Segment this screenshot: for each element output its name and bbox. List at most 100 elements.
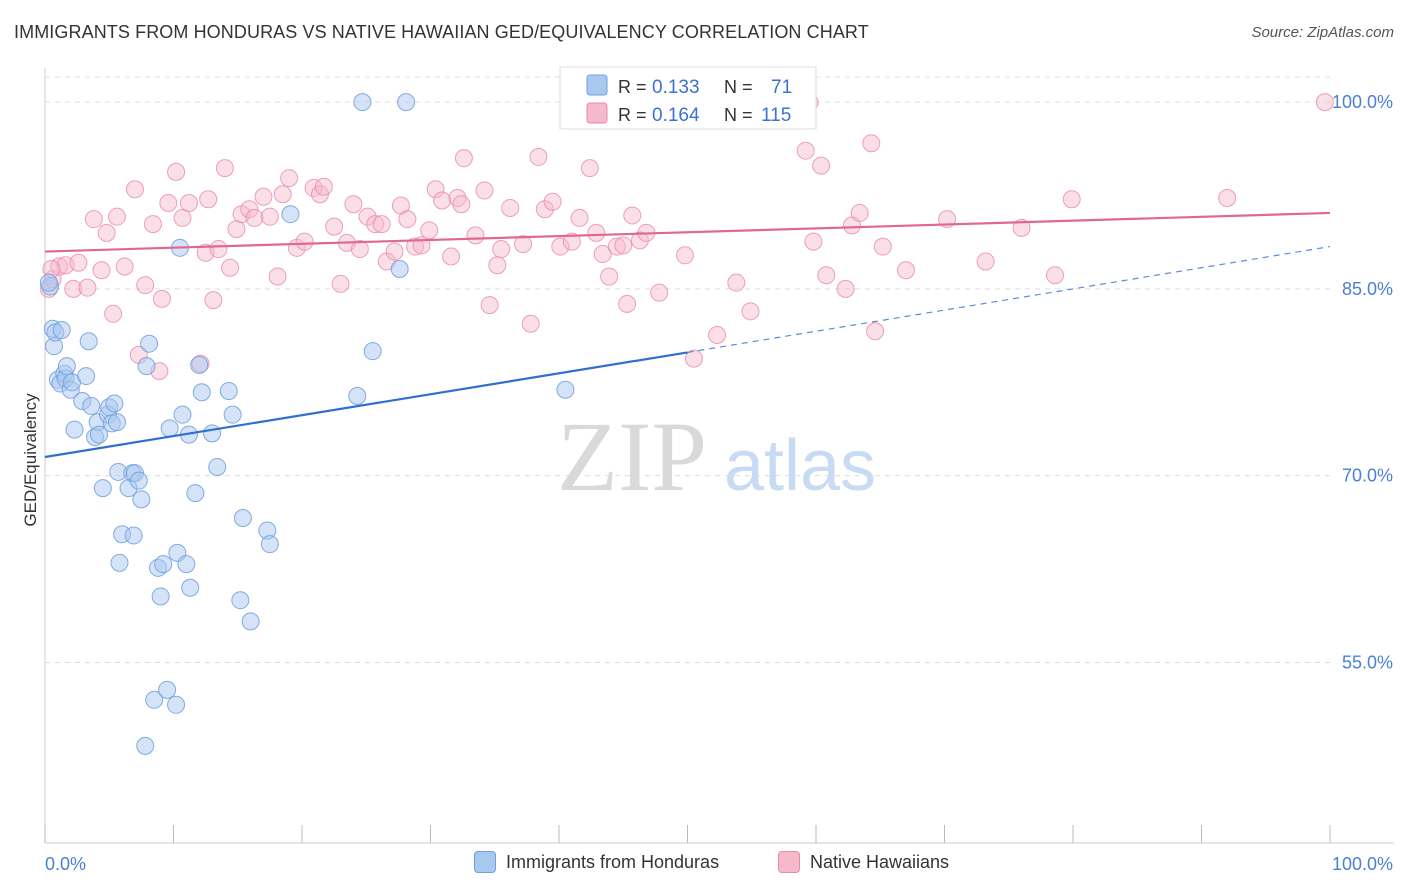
data-point-honduras	[181, 578, 200, 597]
data-point-honduras	[110, 553, 129, 572]
data-point-honduras	[390, 259, 409, 278]
data-point-honduras	[281, 205, 300, 224]
data-point-honduras	[167, 695, 186, 714]
data-point-honduras	[158, 680, 177, 699]
data-point-honduras	[52, 320, 71, 339]
data-point-native-hawaiians	[570, 208, 589, 227]
data-point-native-hawaiians	[551, 237, 570, 256]
data-point-honduras	[192, 383, 211, 402]
data-point-native-hawaiians	[107, 207, 126, 226]
data-point-native-hawaiians	[84, 210, 103, 229]
data-point-native-hawaiians	[817, 266, 836, 285]
data-point-native-hawaiians	[684, 349, 703, 368]
legend-swatch-honduras	[474, 851, 496, 873]
data-point-native-hawaiians	[1012, 218, 1031, 237]
data-point-native-hawaiians	[366, 215, 385, 234]
trend-line-honduras	[44, 351, 688, 459]
data-point-native-hawaiians	[492, 240, 511, 259]
data-point-honduras	[137, 357, 156, 376]
legend-swatch-pink	[586, 102, 608, 124]
data-point-native-hawaiians	[727, 273, 746, 292]
data-point-native-hawaiians	[227, 220, 246, 239]
data-point-native-hawaiians	[92, 261, 111, 280]
legend-r-value-pink: 0.164	[652, 105, 700, 126]
data-point-honduras	[223, 405, 242, 424]
data-point-native-hawaiians	[488, 256, 507, 275]
data-point-native-hawaiians	[221, 258, 240, 277]
data-point-native-hawaiians	[1218, 189, 1237, 208]
series-native-hawaiians	[39, 93, 1334, 381]
data-point-honduras	[39, 273, 58, 292]
data-point-native-hawaiians	[398, 210, 417, 229]
legend-swatch-native-hawaiians	[778, 851, 800, 873]
data-point-honduras	[363, 342, 382, 361]
data-point-native-hawaiians	[104, 304, 123, 323]
data-point-native-hawaiians	[358, 207, 377, 226]
data-point-native-hawaiians	[708, 325, 727, 344]
y-axis-title: GED/Equivalency	[21, 393, 40, 527]
legend-item-honduras: Immigrants from Honduras	[474, 851, 719, 873]
data-point-honduras	[77, 367, 96, 386]
data-point-native-hawaiians	[179, 193, 198, 212]
data-point-native-hawaiians	[1062, 190, 1081, 209]
gridlines: 100.0% 85.0% 70.0% 55.0%	[45, 76, 1393, 672]
y-tick-label: 55.0%	[1342, 652, 1393, 672]
watermark-atlas: atlas	[724, 426, 876, 506]
data-point-native-hawaiians	[741, 302, 760, 321]
data-point-native-hawaiians	[614, 236, 633, 255]
legend-n-value-pink: 115	[761, 105, 791, 126]
data-point-honduras	[79, 332, 98, 351]
data-point-native-hawaiians	[167, 162, 186, 181]
data-point-honduras	[105, 394, 124, 413]
legend-item-native-hawaiians: Native Hawaiians	[778, 851, 949, 873]
data-point-native-hawaiians	[543, 192, 562, 211]
data-point-native-hawaiians	[260, 207, 279, 226]
watermark: ZIP atlas	[557, 401, 876, 512]
legend-label-honduras: Immigrants from Honduras	[506, 851, 720, 872]
data-point-honduras	[231, 591, 250, 610]
data-point-native-hawaiians	[209, 240, 228, 259]
data-point-native-hawaiians	[159, 193, 178, 212]
data-point-native-hawaiians	[796, 141, 815, 160]
chart-source: Source: ZipAtlas.com	[1251, 24, 1394, 41]
data-point-native-hawaiians	[452, 195, 471, 214]
data-point-native-hawaiians	[475, 181, 494, 200]
data-point-native-hawaiians	[618, 294, 637, 313]
data-point-honduras	[186, 484, 205, 503]
legend-n-label-blue: N =	[724, 77, 753, 97]
data-point-native-hawaiians	[836, 279, 855, 298]
data-point-honduras	[57, 357, 76, 376]
legend-r-label-pink: R =	[618, 105, 647, 125]
data-point-native-hawaiians	[152, 289, 171, 308]
data-point-native-hawaiians	[385, 242, 404, 261]
y-tick-label: 100.0%	[1332, 92, 1393, 112]
data-point-honduras	[233, 509, 252, 528]
data-point-native-hawaiians	[600, 267, 619, 286]
data-point-native-hawaiians	[862, 134, 881, 153]
data-point-honduras	[136, 736, 155, 755]
data-point-native-hawaiians	[521, 314, 540, 333]
trend-line-native-hawaiians	[44, 211, 1331, 253]
data-point-native-hawaiians	[675, 246, 694, 265]
data-point-native-hawaiians	[143, 215, 162, 234]
legend-n-value-blue: 71	[771, 77, 792, 98]
data-point-native-hawaiians	[372, 215, 391, 234]
data-point-native-hawaiians	[623, 206, 642, 225]
data-point-native-hawaiians	[873, 237, 892, 256]
data-point-native-hawaiians	[350, 240, 369, 259]
data-point-native-hawaiians	[866, 322, 885, 341]
data-point-native-hawaiians	[215, 159, 234, 178]
data-point-native-hawaiians	[115, 257, 134, 276]
data-point-native-hawaiians	[204, 291, 223, 310]
data-point-native-hawaiians	[1315, 93, 1334, 112]
data-point-native-hawaiians	[535, 200, 554, 219]
data-point-honduras	[154, 555, 173, 574]
data-point-native-hawaiians	[630, 231, 649, 250]
data-point-honduras	[397, 93, 416, 112]
data-point-native-hawaiians	[433, 191, 452, 210]
data-point-native-hawaiians	[804, 232, 823, 251]
data-point-native-hawaiians	[268, 267, 287, 286]
data-point-honduras	[219, 382, 238, 401]
data-point-native-hawaiians	[325, 217, 344, 236]
data-point-native-hawaiians	[314, 177, 333, 196]
